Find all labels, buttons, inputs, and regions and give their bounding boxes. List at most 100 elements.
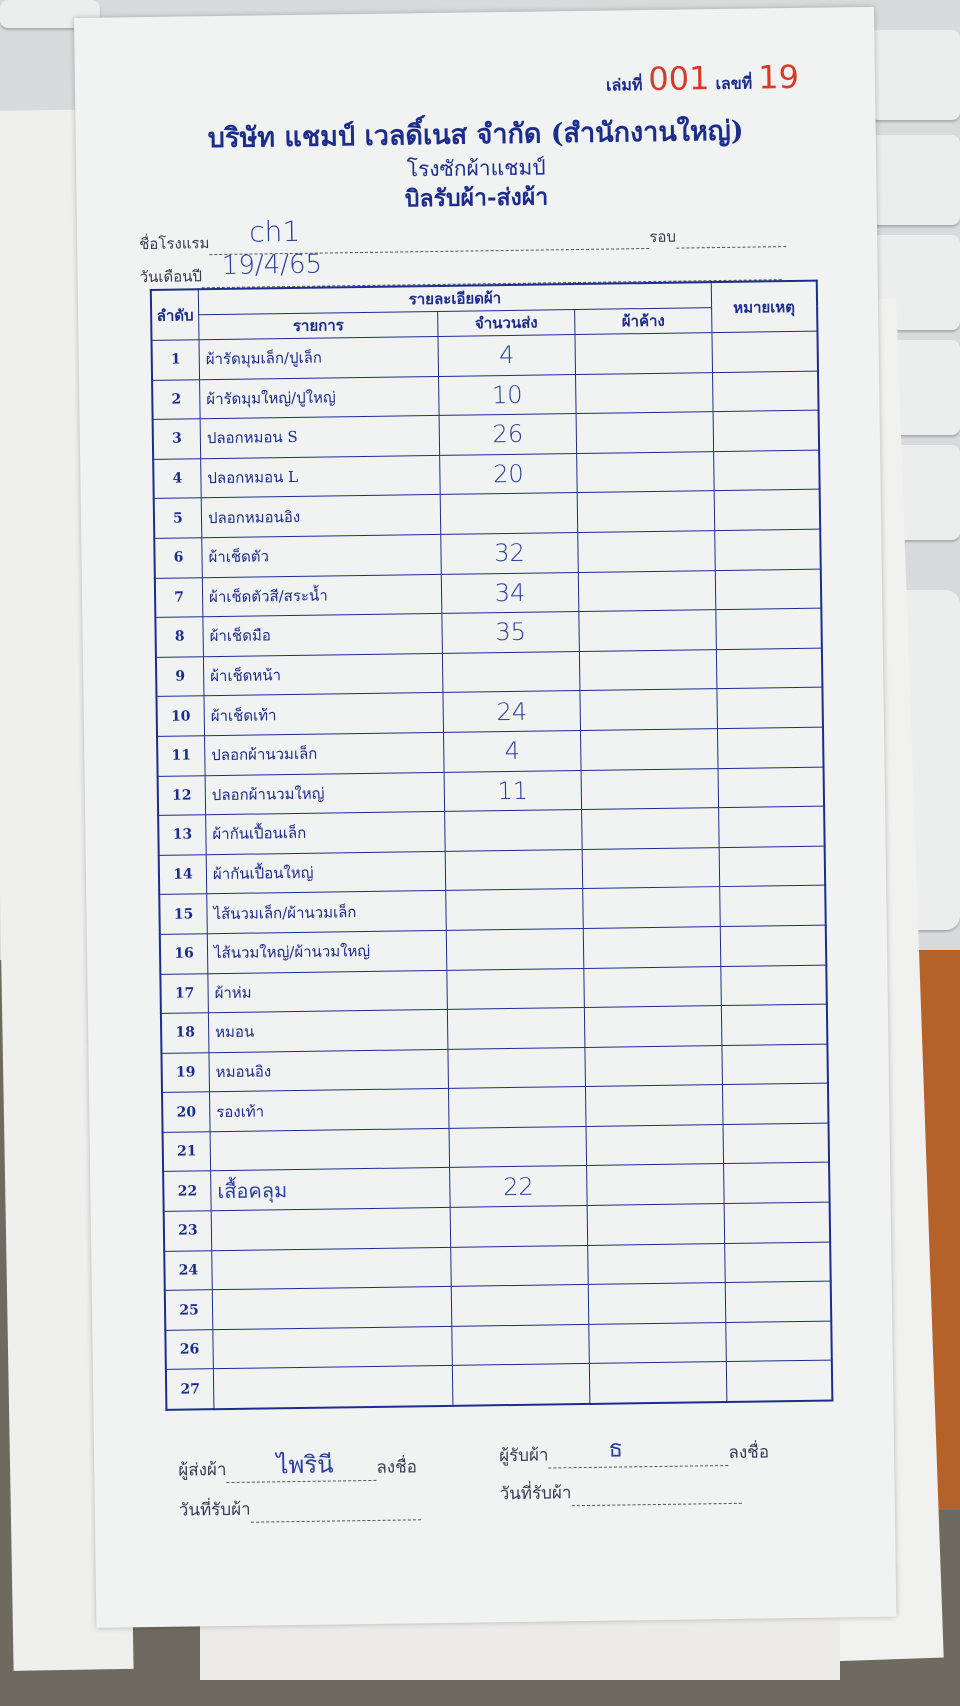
- row-remark: [716, 647, 823, 689]
- row-outstanding: [579, 649, 717, 691]
- row-item: ปลอกผ้านวมเล็ก: [204, 732, 445, 776]
- row-outstanding: [576, 451, 715, 493]
- row-number: 8: [155, 616, 204, 658]
- row-remark: [720, 964, 827, 1006]
- row-number: 27: [165, 1369, 214, 1410]
- row-item: [211, 1207, 451, 1251]
- row-remark: [715, 568, 822, 610]
- row-qty: [448, 1086, 587, 1129]
- row-outstanding: [588, 1282, 726, 1325]
- row-item: [212, 1326, 453, 1370]
- sender-signature: ไพรินี: [276, 1450, 334, 1480]
- receipt-number-value: 19: [757, 57, 800, 97]
- row-outstanding: [586, 1164, 725, 1206]
- row-outstanding: [582, 847, 720, 889]
- row-qty: 32: [440, 532, 579, 574]
- row-number: 14: [158, 854, 207, 895]
- row-remark: [723, 1122, 830, 1165]
- date-value: 19/4/65: [221, 249, 323, 281]
- row-outstanding: [581, 807, 720, 850]
- row-remark: [714, 529, 821, 571]
- sender-label: ผู้ส่งผ้า: [178, 1460, 227, 1481]
- receiver-sign-label: ลงชื่อ: [728, 1442, 770, 1464]
- row-qty: [442, 651, 580, 693]
- col-outstanding: ผ้าค้าง: [574, 307, 712, 335]
- row-item: รองเท้า: [209, 1088, 450, 1132]
- row-item: ไส้นวมเล็ก/ผ้านวมเล็ก: [206, 890, 447, 934]
- col-qty: จำนวนส่ง: [437, 309, 575, 337]
- row-number: 6: [154, 537, 203, 578]
- table-row: 27: [165, 1360, 833, 1410]
- row-outstanding: [587, 1203, 725, 1246]
- row-number: 17: [160, 973, 209, 1014]
- row-item: ผ้ากันเปื้อนใหญ่: [206, 851, 446, 895]
- row-item: ปลอกผ้านวมใหญ่: [205, 771, 445, 815]
- row-qty: [451, 1284, 589, 1327]
- row-remark: [713, 410, 820, 452]
- row-outstanding: [583, 966, 722, 1008]
- row-number: 5: [153, 498, 202, 539]
- row-remark: [721, 1043, 828, 1085]
- row-remark: [712, 370, 819, 412]
- row-qty: [446, 928, 584, 970]
- row-outstanding: [577, 530, 716, 573]
- row-item: ผ้าเช็ดหน้า: [203, 653, 443, 697]
- row-item: [213, 1365, 453, 1410]
- row-number: 2: [152, 379, 201, 420]
- row-item: [211, 1247, 452, 1290]
- row-outstanding: [579, 688, 718, 731]
- row-outstanding: [587, 1243, 726, 1285]
- row-number: 10: [156, 696, 205, 737]
- row-qty: [449, 1126, 587, 1168]
- row-remark: [716, 687, 823, 729]
- row-outstanding: [586, 1124, 724, 1166]
- row-remark: [718, 806, 825, 848]
- row-number: 26: [165, 1329, 214, 1370]
- row-qty: 22: [449, 1165, 588, 1208]
- row-number: 24: [164, 1250, 213, 1291]
- items-table: ลำดับ รายละเอียดผ้า หมายเหตุ รายการ จำนว…: [149, 279, 834, 1411]
- row-outstanding: [580, 728, 719, 771]
- sender-field: ผู้ส่งผ้า ไพรินี ลงชื่อ: [178, 1451, 417, 1484]
- row-item: หมอนอิง: [208, 1049, 449, 1092]
- row-number: 21: [162, 1131, 211, 1172]
- col-item: รายการ: [198, 311, 438, 340]
- row-qty: 24: [442, 690, 581, 733]
- date-label: วันเดือนปี: [139, 267, 203, 287]
- row-item: ผ้ารัดมุมใหญ่/ปูใหญ่: [199, 376, 440, 419]
- row-item: ผ้าเช็ดตัวสี/สระน้ำ: [202, 573, 442, 617]
- row-qty: 4: [443, 730, 582, 772]
- row-qty: [445, 849, 583, 891]
- row-qty: [446, 967, 585, 1010]
- laundry-receipt: เล่มที่ 001 เลขที่ 19 บริษัท แชมป์ เวลดิ์เน…: [74, 6, 897, 1628]
- col-no: ลำดับ: [150, 289, 200, 341]
- row-qty: 4: [437, 334, 576, 377]
- row-remark: [724, 1202, 831, 1244]
- row-remark: [722, 1083, 829, 1125]
- row-number: 13: [158, 814, 207, 856]
- row-remark: [715, 608, 822, 650]
- row-number: 12: [157, 775, 206, 816]
- book-label: เล่มที่: [605, 75, 643, 95]
- sender-date-field: วันที่รับผ้า: [179, 1493, 421, 1523]
- row-qty: [444, 809, 583, 852]
- row-outstanding: [588, 1322, 727, 1364]
- row-item: ผ้ากันเปื้อนเล็ก: [205, 811, 446, 855]
- row-qty: 34: [441, 572, 579, 614]
- row-remark: [711, 331, 818, 373]
- row-item: [212, 1286, 452, 1330]
- row-remark: [718, 766, 825, 808]
- row-qty: 10: [438, 374, 577, 416]
- row-number: 22: [163, 1171, 212, 1212]
- receiver-signature: ธ: [608, 1434, 624, 1463]
- row-qty: [445, 888, 584, 931]
- row-number: 11: [157, 735, 206, 776]
- row-outstanding: [576, 411, 714, 454]
- row-number: 20: [162, 1091, 211, 1133]
- row-outstanding: [577, 490, 715, 533]
- row-qty: [440, 492, 578, 535]
- row-number: 1: [151, 339, 200, 381]
- row-number: 15: [159, 894, 208, 935]
- row-outstanding: [584, 1045, 723, 1087]
- row-item: เสื้อคลุม: [210, 1167, 451, 1211]
